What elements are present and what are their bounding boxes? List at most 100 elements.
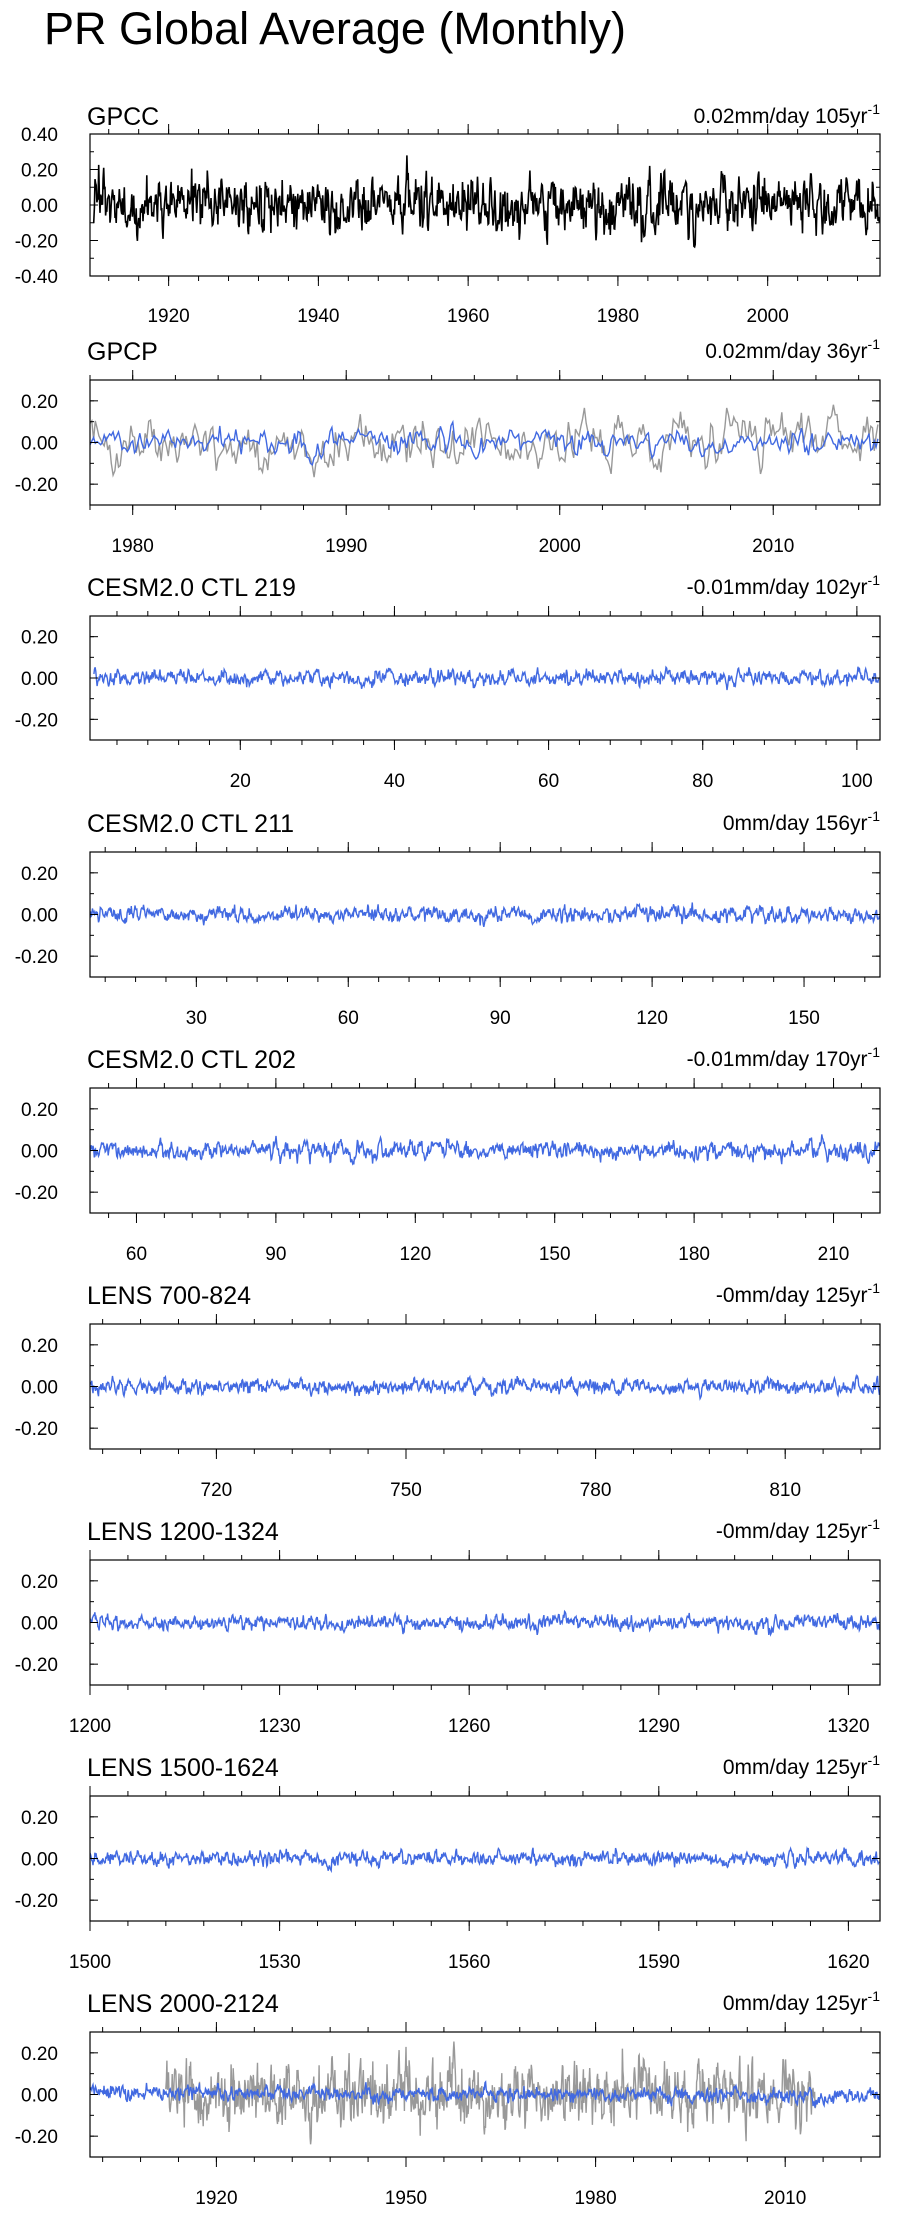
x-tick-label: 90 <box>490 1008 511 1029</box>
panel-stat: -0.01mm/day 170yr-1 <box>687 1044 881 1071</box>
series-line-model-2 <box>90 419 879 466</box>
y-tick-label: -0.20 <box>15 1655 58 1676</box>
y-tick-label: 0.20 <box>21 1336 58 1357</box>
x-tick-label: 2010 <box>752 536 794 557</box>
panel-2: -0.20 0.00 0.20 1980 1990 2000 2010 GPCP 0.02mm/… <box>15 336 881 557</box>
y-tick-label: 0.20 <box>21 628 58 649</box>
panels: -0.40 -0.20 0.00 0.20 0.40 1920 1940 1960 1980 20… <box>15 101 881 2209</box>
panel-title: GPCC <box>87 103 159 131</box>
y-tick-label: 0.20 <box>21 1100 58 1121</box>
panel-4: -0.20 0.00 0.20 30 60 90 120 150 CESM2.0 CTL 211… <box>15 808 881 1029</box>
x-tick-label: 1320 <box>827 1716 869 1737</box>
x-tick-label: 20 <box>230 771 251 792</box>
x-tick-label: 1290 <box>638 1716 680 1737</box>
series-line-model-1 <box>90 1134 880 1166</box>
x-tick-label: 30 <box>186 1008 207 1029</box>
panel-7: -0.20 0.00 0.20 1200 1230 1260 1290 1320 LENS 12… <box>15 1516 881 1737</box>
y-tick-label: 0.20 <box>21 1572 58 1593</box>
y-tick-label: 0.00 <box>21 1142 58 1163</box>
x-tick-label: 1530 <box>258 1952 300 1973</box>
panel-3: -0.20 0.00 0.20 20 40 60 80 100 CESM2.0 CTL 219 -… <box>15 572 881 792</box>
y-tick-label: 0.20 <box>21 2044 58 2065</box>
x-tick-label: 1590 <box>638 1952 680 1973</box>
x-tick-label: 60 <box>338 1008 359 1029</box>
series-line-model-2 <box>90 2080 880 2108</box>
panel-title: LENS 1200-1324 <box>87 1518 279 1546</box>
series-line-model-1 <box>93 665 880 691</box>
x-tick-label: 150 <box>788 1008 820 1029</box>
series-line-model-1 <box>90 1609 880 1637</box>
x-tick-label: 1920 <box>195 2188 237 2209</box>
panel-stat: 0mm/day 156yr-1 <box>723 808 880 835</box>
panel-stat: 0.02mm/day 36yr-1 <box>705 336 880 363</box>
x-tick-label: 750 <box>390 1480 422 1501</box>
series-line-model-1 <box>90 1846 880 1874</box>
panel-stat: 0.02mm/day 105yr-1 <box>694 101 881 128</box>
panel-title: LENS 2000-2124 <box>87 1990 279 2018</box>
panel-title: CESM2.0 CTL 202 <box>87 1046 296 1074</box>
panel-stat: -0.01mm/day 102yr-1 <box>687 572 881 599</box>
x-tick-label: 720 <box>201 1480 233 1501</box>
x-tick-label: 1620 <box>827 1952 869 1973</box>
series-line-overlay-1 <box>90 404 879 478</box>
x-tick-label: 180 <box>678 1244 710 1265</box>
x-tick-label: 1200 <box>69 1716 111 1737</box>
x-tick-label: 2000 <box>747 306 789 327</box>
y-tick-label: 0.20 <box>21 1808 58 1829</box>
panel-stat: -0mm/day 125yr-1 <box>716 1516 880 1543</box>
y-tick-label: -0.20 <box>15 1891 58 1912</box>
y-tick-label: -0.20 <box>15 1183 58 1204</box>
x-tick-label: 210 <box>818 1244 850 1265</box>
y-tick-label: -0.20 <box>15 232 58 253</box>
x-tick-label: 1980 <box>597 306 639 327</box>
y-tick-label: 0.00 <box>21 196 58 217</box>
y-tick-label: -0.20 <box>15 1419 58 1440</box>
series-line-model-1 <box>90 1373 880 1401</box>
x-tick-label: 1990 <box>325 536 367 557</box>
panel-title: LENS 700-824 <box>87 1282 251 1310</box>
x-tick-label: 1980 <box>112 536 154 557</box>
y-tick-label: 0.00 <box>21 1850 58 1871</box>
x-tick-label: 120 <box>636 1008 668 1029</box>
x-tick-label: 1230 <box>258 1716 300 1737</box>
x-tick-label: 90 <box>265 1244 286 1265</box>
x-tick-label: 1980 <box>574 2188 616 2209</box>
y-tick-label: -0.20 <box>15 2127 58 2148</box>
x-tick-label: 1940 <box>297 306 339 327</box>
x-tick-label: 60 <box>538 771 559 792</box>
y-tick-label: -0.20 <box>15 710 58 731</box>
x-tick-label: 60 <box>126 1244 147 1265</box>
y-tick-label: 0.00 <box>21 2086 58 2107</box>
panel-title: CESM2.0 CTL 211 <box>87 810 294 838</box>
y-tick-label: -0.20 <box>15 475 58 496</box>
series-line-overlay-1 <box>165 2041 817 2145</box>
y-tick-label: -0.20 <box>15 947 58 968</box>
x-tick-label: 120 <box>399 1244 431 1265</box>
series-line-model-1 <box>90 902 880 927</box>
series-line-obs-1 <box>92 155 880 249</box>
x-tick-label: 1500 <box>69 1952 111 1973</box>
x-tick-label: 1920 <box>147 306 189 327</box>
x-tick-label: 1960 <box>447 306 489 327</box>
x-tick-label: 810 <box>769 1480 801 1501</box>
panel-9: -0.20 0.00 0.20 1920 1950 1980 2010 LENS 2000-2… <box>15 1988 881 2209</box>
y-tick-label: 0.00 <box>21 434 58 455</box>
panel-8: -0.20 0.00 0.20 1500 1530 1560 1590 1620 LENS 15… <box>15 1752 881 1973</box>
panel-title: CESM2.0 CTL 219 <box>87 574 296 602</box>
y-tick-label: 0.20 <box>21 864 58 885</box>
x-tick-label: 2000 <box>539 536 581 557</box>
x-tick-label: 780 <box>580 1480 612 1501</box>
panel-1: -0.40 -0.20 0.00 0.20 0.40 1920 1940 1960 1980 20… <box>15 101 881 327</box>
plot-frame <box>89 1087 881 1214</box>
x-tick-label: 1950 <box>385 2188 427 2209</box>
x-tick-label: 1260 <box>448 1716 490 1737</box>
x-tick-label: 150 <box>539 1244 571 1265</box>
y-tick-label: 0.00 <box>21 669 58 690</box>
y-tick-label: 0.20 <box>21 161 58 182</box>
figure-title: PR Global Average (Monthly) <box>44 3 626 54</box>
x-tick-label: 1560 <box>448 1952 490 1973</box>
x-tick-label: 2010 <box>764 2188 806 2209</box>
panel-stat: -0mm/day 125yr-1 <box>716 1280 880 1307</box>
x-tick-label: 40 <box>384 771 405 792</box>
